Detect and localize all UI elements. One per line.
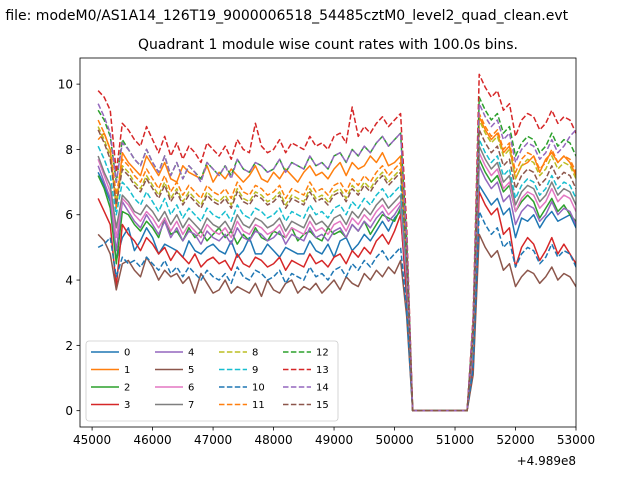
legend-label: 10 — [252, 383, 265, 394]
series-line-15 — [97, 129, 576, 412]
legend-label: 13 — [316, 365, 329, 376]
legend-label: 11 — [252, 400, 265, 411]
series-line-1 — [97, 116, 576, 412]
legend-label: 7 — [188, 400, 194, 411]
series-line-5 — [97, 233, 576, 412]
legend-label: 14 — [316, 383, 329, 394]
figure-suptitle: n file: modeM0/AS1A14_126T19_9000006518_… — [0, 8, 569, 24]
legend-label: 0 — [124, 348, 130, 359]
x-offset-label: +4.989e8 — [517, 454, 576, 468]
x-tick-label: 51000 — [436, 433, 474, 447]
y-tick-label: 6 — [65, 208, 73, 222]
series-line-10 — [97, 210, 576, 412]
x-tick-label: 49000 — [315, 433, 353, 447]
legend-label: 5 — [188, 365, 194, 376]
series-line-13 — [97, 73, 576, 412]
legend-label: 2 — [124, 383, 130, 394]
legend-label: 6 — [188, 383, 194, 394]
x-tick-label: 53000 — [557, 433, 595, 447]
series-lines — [97, 73, 576, 412]
y-tick-label: 10 — [58, 78, 73, 92]
x-tick-label: 48000 — [254, 433, 292, 447]
series-line-4 — [97, 165, 576, 412]
legend-label: 15 — [316, 400, 329, 411]
x-tick-label: 50000 — [375, 433, 413, 447]
x-tick-label: 47000 — [194, 433, 232, 447]
x-tick-label: 52000 — [496, 433, 534, 447]
plot-title: Quadrant 1 module wise count rates with … — [138, 37, 518, 53]
legend-label: 1 — [124, 365, 130, 376]
legend-frame — [85, 340, 339, 422]
series-line-6 — [97, 151, 576, 412]
y-tick-label: 2 — [65, 339, 73, 353]
series-line-11 — [97, 112, 576, 412]
legend-label: 12 — [316, 348, 329, 359]
series-line-14 — [97, 102, 576, 412]
axes-frame — [79, 57, 577, 428]
series-line-8 — [97, 119, 576, 412]
legend-label: 9 — [252, 365, 258, 376]
legend-label: 3 — [124, 400, 130, 411]
x-tick-label: 45000 — [73, 433, 111, 447]
legend-label: 4 — [188, 348, 194, 359]
x-tick-label: 46000 — [133, 433, 171, 447]
series-line-3 — [97, 191, 576, 412]
y-tick-label: 8 — [65, 143, 73, 157]
plot-area: 45000 46000 47000 48000 49000 50000 51000 52000… — [58, 57, 595, 447]
y-tick-label: 0 — [65, 404, 73, 418]
series-line-7 — [97, 145, 576, 412]
legend-label: 8 — [252, 348, 258, 359]
series-line-9 — [97, 138, 576, 412]
y-tick-label: 4 — [65, 274, 73, 288]
